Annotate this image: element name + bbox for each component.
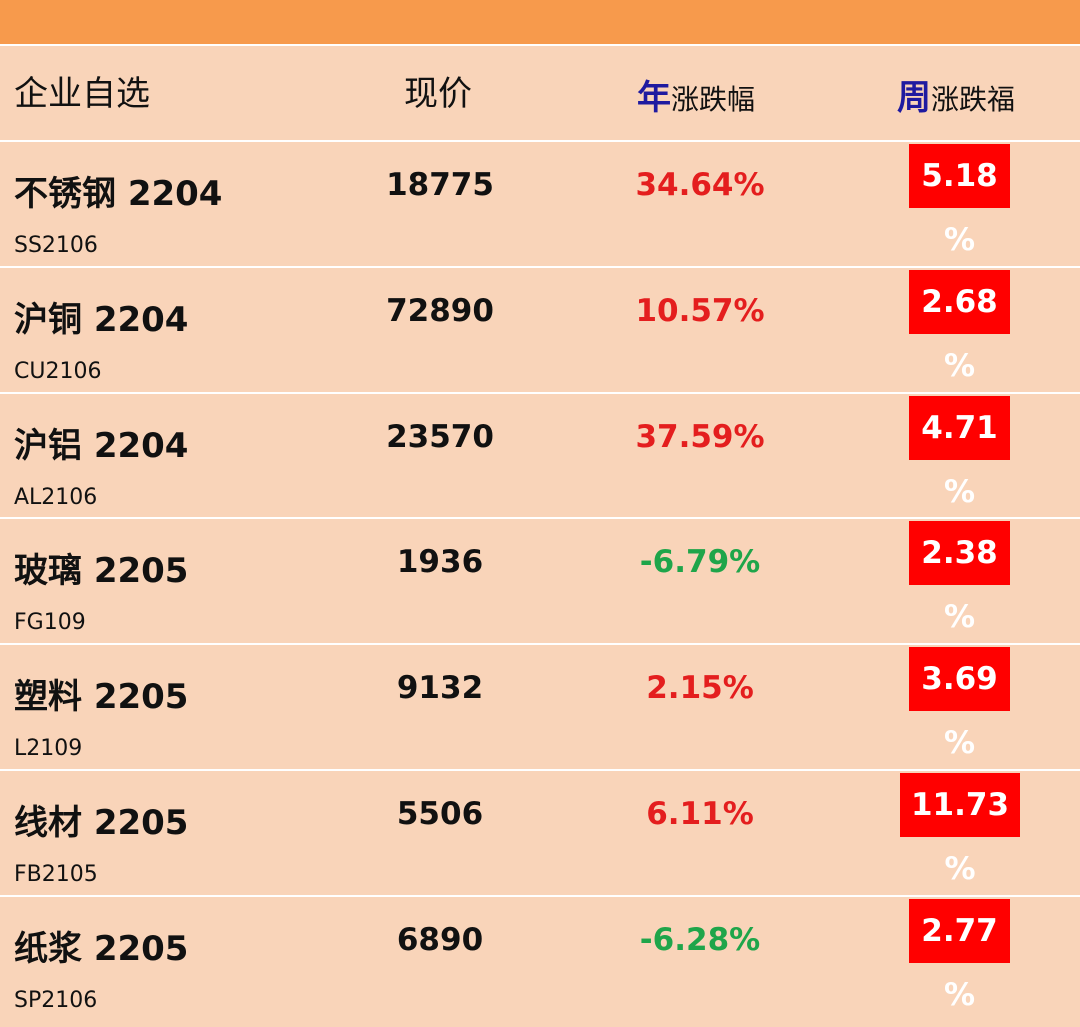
table-row-price: 1936 <box>396 544 484 580</box>
header-name: 企业自选 <box>14 74 150 114</box>
table-row-name: 不锈钢 2204 <box>14 174 223 214</box>
table-row-name: 沪铝 2204 <box>14 426 189 466</box>
table-row-year-change: 37.59% <box>635 419 765 455</box>
table-row-year-change: 6.11% <box>646 796 754 832</box>
divider <box>0 44 1080 46</box>
table-row-code: AL2106 <box>14 485 98 510</box>
table-row-code: SP2106 <box>14 988 98 1013</box>
header-week-rest: 涨跌福 <box>931 83 1016 116</box>
divider <box>0 517 1080 519</box>
header-week-em: 周 <box>897 78 931 118</box>
table-row-name: 线材 2205 <box>14 803 189 843</box>
week-change-badge: 5.18 % <box>909 144 1010 258</box>
table-row-year-change: 34.64% <box>635 167 765 203</box>
week-change-badge: 2.77 % <box>909 899 1010 1013</box>
table-row-code: CU2106 <box>14 359 102 384</box>
table-row-code: FG109 <box>14 610 86 635</box>
week-change-badge: 4.71 % <box>909 396 1010 510</box>
table-row-price: 6890 <box>396 922 484 958</box>
table-header <box>0 46 1080 141</box>
table-row-price: 72890 <box>386 293 494 329</box>
week-change-badge: 2.38 % <box>909 521 1010 635</box>
top-bar <box>0 0 1080 44</box>
divider <box>0 392 1080 394</box>
week-change-badge: 11.73 % <box>900 773 1020 887</box>
table-row-price: 18775 <box>386 167 494 203</box>
header-week-change: 周涨跌福 <box>897 70 1015 119</box>
divider <box>0 769 1080 771</box>
divider <box>0 895 1080 897</box>
table-row-code: FB2105 <box>14 862 98 887</box>
header-year-em: 年 <box>637 78 671 118</box>
table-row-name: 玻璃 2205 <box>14 551 189 591</box>
table-row-year-change: -6.79% <box>639 544 761 580</box>
table-row-name: 塑料 2205 <box>14 677 189 717</box>
table-row-name: 沪铜 2204 <box>14 300 189 340</box>
week-change-badge: 2.68 % <box>909 270 1010 384</box>
header-price: 现价 <box>404 74 472 114</box>
table-row-year-change: 10.57% <box>635 293 765 329</box>
week-change-badge: 3.69 % <box>909 647 1010 761</box>
table-row-code: L2109 <box>14 736 83 761</box>
table-row-year-change: -6.28% <box>639 922 761 958</box>
table-row-price: 5506 <box>396 796 484 832</box>
table-row-year-change: 2.15% <box>646 670 754 706</box>
divider <box>0 266 1080 268</box>
divider <box>0 140 1080 142</box>
table-row-price: 23570 <box>386 419 494 455</box>
table-row-name: 纸浆 2205 <box>14 929 189 969</box>
divider <box>0 643 1080 645</box>
table-row-price: 9132 <box>396 670 484 706</box>
header-year-change: 年涨跌幅 <box>637 70 755 119</box>
table-row-code: SS2106 <box>14 233 98 258</box>
header-year-rest: 涨跌幅 <box>671 83 756 116</box>
